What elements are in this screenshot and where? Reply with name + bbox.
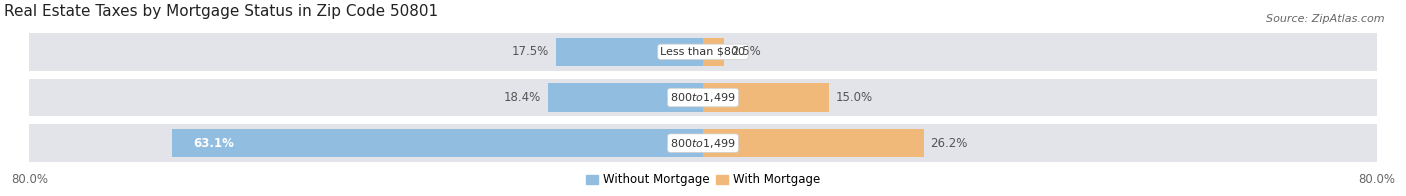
Bar (548, 83, 703, 112)
Text: Real Estate Taxes by Mortgage Status in Zip Code 50801: Real Estate Taxes by Mortgage Status in … (4, 4, 439, 19)
Bar (30, 124, 1376, 162)
Text: 18.4%: 18.4% (505, 91, 541, 104)
Text: 26.2%: 26.2% (931, 137, 967, 150)
Text: $800 to $1,499: $800 to $1,499 (671, 91, 735, 104)
Text: 17.5%: 17.5% (512, 45, 548, 58)
Legend: Without Mortgage, With Mortgage: Without Mortgage, With Mortgage (581, 169, 825, 191)
Text: Less than $800: Less than $800 (661, 47, 745, 57)
Bar (703, 83, 830, 112)
Bar (30, 79, 1376, 116)
Text: 63.1%: 63.1% (193, 137, 233, 150)
Bar (30, 33, 1376, 71)
Text: $800 to $1,499: $800 to $1,499 (671, 137, 735, 150)
Bar (555, 38, 703, 66)
Bar (172, 129, 703, 157)
Bar (703, 38, 724, 66)
Text: 15.0%: 15.0% (837, 91, 873, 104)
Text: Source: ZipAtlas.com: Source: ZipAtlas.com (1267, 14, 1385, 24)
Text: 2.5%: 2.5% (731, 45, 761, 58)
Bar (703, 129, 924, 157)
